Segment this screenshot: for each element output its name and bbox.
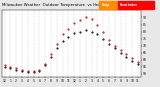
Text: Temp: Temp bbox=[101, 3, 109, 7]
Text: Heat Index: Heat Index bbox=[120, 3, 137, 7]
Text: Milwaukee Weather  Outdoor Temperature  vs Heat Index  (24 Hours): Milwaukee Weather Outdoor Temperature vs… bbox=[2, 3, 137, 7]
